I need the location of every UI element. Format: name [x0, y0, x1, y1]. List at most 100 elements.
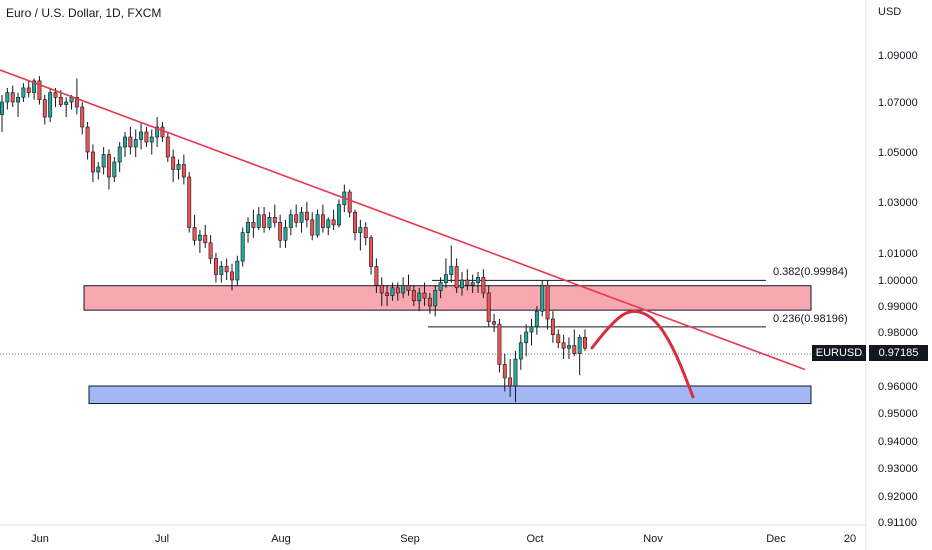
candle-body	[26, 87, 31, 93]
candle-body	[337, 204, 341, 226]
y-tick-label: 0.93000	[878, 463, 918, 475]
candle	[224, 258, 229, 280]
y-tick-label: 1.09000	[878, 50, 918, 62]
candle-body	[283, 227, 288, 241]
candle-body	[123, 136, 127, 148]
candle-body	[203, 234, 208, 244]
candle-body	[390, 287, 395, 296]
candle	[353, 209, 357, 241]
candle	[492, 313, 497, 332]
candle-body	[395, 287, 400, 294]
candle-body	[379, 284, 384, 294]
y-tick-label: 0.91100	[878, 517, 917, 529]
resistance-zone[interactable]	[83, 285, 812, 311]
candle	[208, 235, 213, 264]
candle	[401, 277, 406, 299]
candle	[374, 258, 379, 293]
candle-body	[358, 227, 363, 233]
candle	[85, 122, 90, 160]
trendline[interactable]	[0, 69, 806, 371]
candle	[112, 157, 117, 182]
candle-body	[540, 284, 545, 312]
candle-body	[374, 266, 379, 286]
candle	[288, 209, 293, 236]
candle	[187, 172, 192, 233]
candle	[497, 319, 502, 373]
y-tick-label: 1.01000	[878, 248, 918, 260]
candle	[165, 132, 170, 162]
candle-body	[0, 101, 4, 115]
candle-body	[486, 292, 491, 322]
candle-body	[524, 331, 529, 344]
candle	[256, 207, 261, 231]
candle	[5, 87, 10, 110]
candle	[230, 263, 234, 291]
candle-body	[406, 284, 411, 291]
candle-body	[481, 276, 486, 294]
candle-body	[128, 136, 133, 148]
candle	[144, 127, 149, 147]
candle-body	[256, 214, 261, 228]
candle	[149, 129, 154, 155]
candle	[320, 204, 325, 233]
candle	[21, 83, 26, 102]
candle	[379, 277, 384, 306]
candle-body	[139, 131, 144, 140]
candle-body	[272, 217, 277, 223]
candle-body	[53, 92, 58, 98]
candle	[90, 144, 95, 182]
candle	[561, 334, 566, 359]
candle-body	[545, 284, 550, 320]
candle	[476, 271, 480, 293]
candle	[48, 87, 53, 122]
projection-arc[interactable]	[590, 309, 695, 399]
candle	[181, 154, 186, 185]
x-tick-label: Jun	[31, 533, 49, 545]
candle-body	[411, 290, 416, 302]
x-tick-label: Jul	[155, 533, 169, 545]
candle	[540, 280, 545, 317]
candle-body	[58, 97, 63, 105]
candle	[278, 214, 283, 248]
candle	[96, 162, 101, 180]
candle	[524, 324, 529, 357]
candle-body	[556, 334, 561, 344]
candle	[529, 319, 534, 346]
candle	[385, 285, 390, 306]
candle	[534, 306, 539, 335]
candle-body	[326, 219, 331, 228]
candle	[433, 285, 438, 317]
candle	[251, 209, 256, 238]
x-tick-label: Oct	[526, 533, 543, 545]
candle-body	[502, 364, 507, 379]
candle-body	[278, 222, 283, 241]
x-tick-label: Aug	[271, 533, 291, 545]
x-axis: Jun Jul Aug Sep Oct Nov Dec 20	[0, 524, 866, 545]
candle-body	[492, 321, 497, 325]
candle-body	[315, 214, 320, 236]
candle	[10, 85, 15, 107]
candle-body	[32, 80, 37, 93]
candle-body	[476, 276, 480, 283]
y-tick-label: 0.94000	[878, 436, 918, 448]
fib-label-236: 0.236(0.98196)	[773, 313, 848, 325]
candle	[518, 334, 523, 370]
y-tick-label: 0.98000	[878, 327, 918, 339]
y-tick-label: 0.96000	[878, 381, 918, 393]
candle	[465, 269, 470, 291]
candle	[240, 227, 245, 267]
candle-body	[513, 358, 518, 387]
candle	[0, 94, 4, 132]
chart-title: Euro / U.S. Dollar, 1D, FXCM	[6, 6, 162, 20]
support-zone[interactable]	[88, 385, 812, 405]
candle	[443, 258, 448, 288]
candle	[107, 149, 111, 190]
candle-body	[353, 211, 357, 233]
candle-body	[267, 217, 272, 228]
candle	[337, 199, 341, 228]
candle	[454, 258, 459, 293]
candle	[42, 94, 47, 125]
candle	[299, 207, 304, 233]
candle-body	[550, 318, 555, 335]
